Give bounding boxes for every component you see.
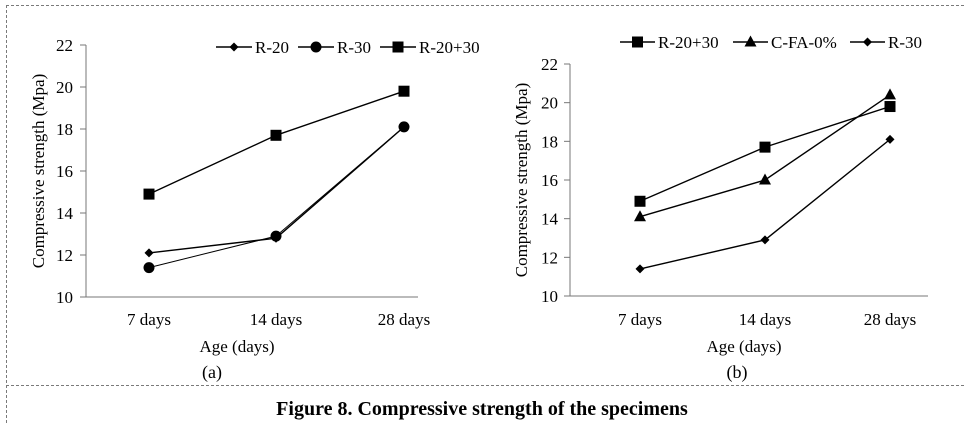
- y-tick-label: 12: [541, 248, 558, 267]
- data-point-square: [759, 141, 771, 153]
- y-tick-label: 20: [56, 78, 73, 97]
- x-tick-label: 14 days: [250, 310, 302, 329]
- x-tick-label: 7 days: [127, 310, 171, 329]
- data-point-circle: [398, 121, 410, 133]
- series-line-r-20-30: [148, 90, 405, 195]
- y-tick-label: 22: [541, 55, 558, 74]
- legend-label: R-30: [888, 33, 922, 52]
- y-tick-label: 20: [541, 94, 558, 113]
- figure-caption: Figure 8. Compressive strength of the sp…: [276, 398, 688, 420]
- y-tick-label: 10: [541, 287, 558, 306]
- x-axis-label: Age (days): [706, 337, 781, 356]
- chart-panel-a: 10 12 14 16 18 20 22 7 days 14 days 28 days Age (d…: [29, 36, 480, 383]
- data-point-circle: [270, 230, 282, 242]
- y-tick-label: 18: [56, 120, 73, 139]
- legend-marker-triangle: [744, 35, 757, 47]
- x-axis-label: Age (days): [199, 337, 274, 356]
- frame-divider: [6, 385, 964, 386]
- y-tick-label: 14: [56, 204, 74, 223]
- data-point-triangle: [884, 88, 896, 100]
- data-point-circle: [143, 262, 155, 274]
- legend-label: R-30: [337, 38, 371, 57]
- data-point-square: [270, 129, 282, 141]
- legend-marker-square: [392, 41, 404, 53]
- series-line-c-fa-0-: [639, 94, 891, 218]
- data-point-square: [143, 188, 155, 200]
- data-point-diamond: [760, 235, 770, 245]
- legend-label: C-FA-0%: [771, 33, 837, 52]
- legend-label: R-20: [255, 38, 289, 57]
- series-line-r-30: [148, 126, 405, 269]
- legend-marker-diamond: [229, 42, 239, 52]
- panel-label: (a): [202, 362, 222, 383]
- legend-marker-diamond: [863, 37, 872, 47]
- data-point-diamond: [144, 248, 154, 258]
- y-tick-label: 18: [541, 132, 558, 151]
- legend-label: R-20+30: [658, 33, 719, 52]
- x-tick-label: 28 days: [378, 310, 430, 329]
- series-line-r-30: [639, 138, 891, 270]
- data-point-triangle: [634, 210, 646, 222]
- y-tick-label: 10: [56, 288, 73, 307]
- data-point-square: [634, 195, 646, 207]
- legend-marker-circle: [310, 41, 322, 53]
- chart-panel-b: 10 12 14 16 18 20 22 7 days 14 days 28 days Age (d…: [512, 33, 928, 383]
- y-tick-label: 22: [56, 36, 73, 55]
- data-point-diamond: [635, 264, 645, 274]
- frame-border-left: [6, 5, 7, 423]
- y-tick-label: 14: [541, 210, 559, 229]
- x-tick-label: 28 days: [864, 310, 916, 329]
- legend-label: R-20+30: [419, 38, 480, 57]
- x-tick-label: 7 days: [618, 310, 662, 329]
- frame-border-top: [6, 5, 964, 6]
- data-point-diamond: [885, 134, 895, 144]
- x-tick-label: 14 days: [739, 310, 791, 329]
- data-point-square: [398, 85, 410, 97]
- y-axis-label: Compressive strength (Mpa): [512, 83, 531, 278]
- y-tick-label: 12: [56, 246, 73, 265]
- panel-label: (b): [727, 362, 748, 383]
- data-point-square: [884, 101, 896, 113]
- legend-marker-square: [632, 36, 643, 48]
- y-axis-label: Compressive strength (Mpa): [29, 74, 48, 269]
- y-tick-label: 16: [56, 162, 73, 181]
- data-point-triangle: [759, 173, 771, 185]
- y-tick-label: 16: [541, 171, 558, 190]
